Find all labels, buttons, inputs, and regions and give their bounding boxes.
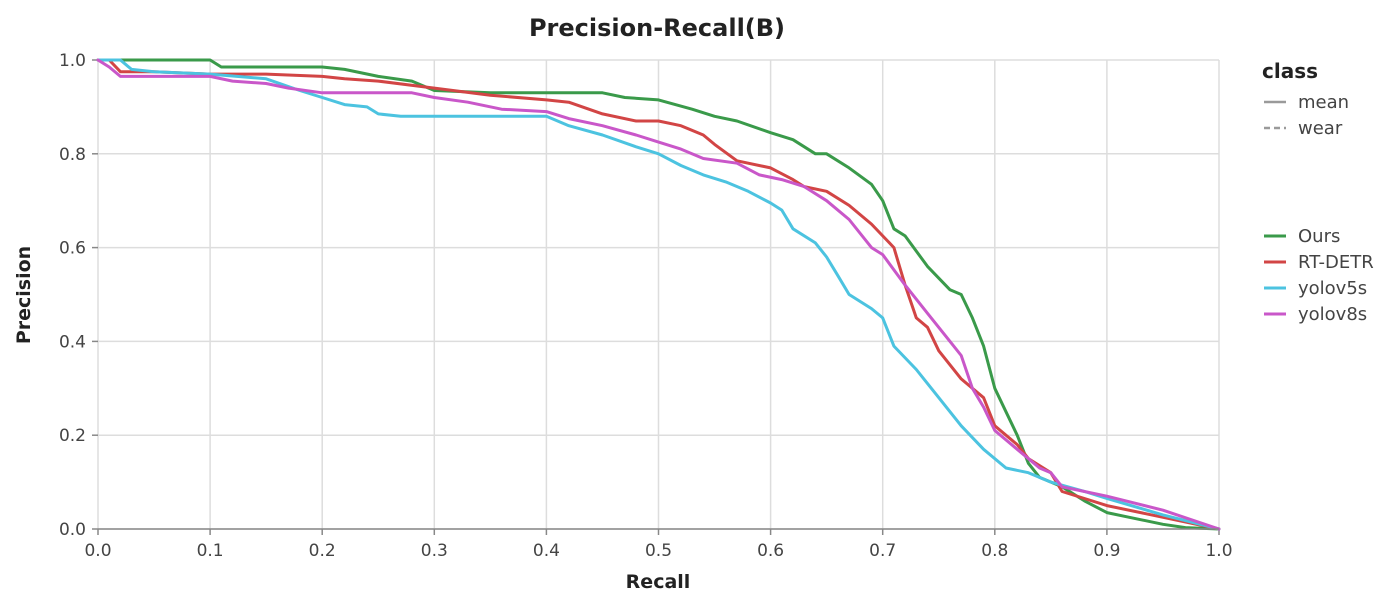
y-tick-label: 0.2 <box>59 426 86 446</box>
x-tick-label: 0.6 <box>757 541 784 561</box>
x-axis-label: Recall <box>626 571 691 593</box>
legend-class-title: class <box>1262 59 1318 83</box>
grid <box>97 59 1220 530</box>
x-tick-label: 1.0 <box>1205 541 1232 561</box>
y-tick-label: 0.6 <box>59 239 86 259</box>
series-line-yolov5s <box>96 58 1221 531</box>
legend: class mean wear Ours RT-DETR yolov5s yolov8… <box>1262 59 1374 325</box>
x-tick-label: 0.9 <box>1093 541 1120 561</box>
legend-wear-label: wear <box>1298 118 1343 139</box>
legend-label-yolov8s: yolov8s <box>1298 304 1367 325</box>
series-layer <box>96 58 1221 531</box>
series-line-yolov8s <box>96 58 1221 531</box>
chart-title: Precision-Recall(B) <box>529 14 785 42</box>
y-tick-label: 1.0 <box>59 51 86 71</box>
legend-label-yolov5s: yolov5s <box>1298 278 1367 299</box>
x-tick-label: 0.5 <box>645 541 672 561</box>
y-axis-ticks: 0.0 0.2 0.4 0.6 0.8 1.0 <box>59 51 98 540</box>
x-tick-label: 0.8 <box>981 541 1008 561</box>
x-tick-label: 0.0 <box>84 541 111 561</box>
x-tick-label: 0.7 <box>869 541 896 561</box>
x-axis-ticks: 0.0 0.1 0.2 0.3 0.4 0.5 0.6 0.7 0.8 0.9 1.0 <box>84 529 1233 561</box>
y-tick-label: 0.4 <box>59 332 86 352</box>
legend-mean-label: mean <box>1298 92 1349 113</box>
legend-label-ours: Ours <box>1298 226 1340 247</box>
y-tick-label: 0.8 <box>59 145 86 165</box>
x-tick-label: 0.1 <box>197 541 224 561</box>
x-tick-label: 0.3 <box>421 541 448 561</box>
x-tick-label: 0.4 <box>533 541 560 561</box>
series-line-rt-detr <box>96 58 1221 531</box>
legend-series-entries: Ours RT-DETR yolov5s yolov8s <box>1264 226 1374 325</box>
series-line-ours <box>96 58 1221 531</box>
x-tick-label: 0.2 <box>309 541 336 561</box>
y-axis-label: Precision <box>13 246 35 344</box>
legend-label-rt-detr: RT-DETR <box>1298 252 1374 273</box>
y-tick-label: 0.0 <box>59 520 86 540</box>
